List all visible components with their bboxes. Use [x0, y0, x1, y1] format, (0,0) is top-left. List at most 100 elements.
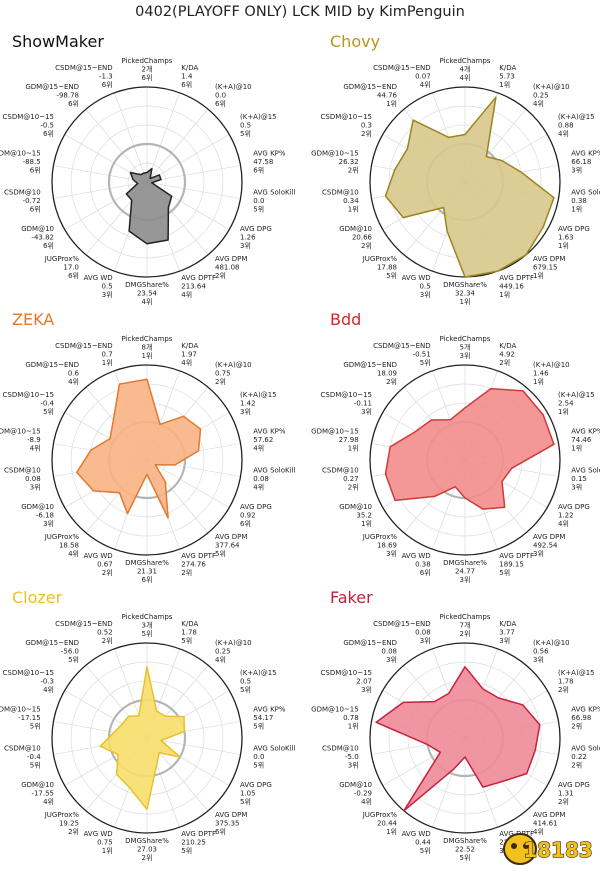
axis-name: AVG WD	[84, 830, 113, 838]
axis-name: AVG KP%	[253, 150, 286, 158]
axis-rank: 1위	[348, 205, 359, 213]
axis-rank: 4위	[30, 445, 41, 453]
axis-rank: 4위	[142, 298, 153, 306]
axis-value: 0.5	[102, 283, 113, 291]
axis-label-15: GDM@10~15 26.32 2위	[311, 150, 359, 175]
player-name: Bdd	[330, 310, 362, 329]
axis-name: AVG DPM	[215, 255, 247, 263]
axis-label-2: K/DA 3.77 3위	[499, 620, 516, 645]
axis-value: 20.66	[352, 234, 373, 242]
axis-value: 23.54	[137, 290, 158, 298]
axis-rank: 2위	[386, 378, 397, 386]
axis-label-3: (K+A)@10 1.46 1위	[533, 361, 570, 386]
axis-label-4: (K+A)@15 1.78 2위	[558, 669, 595, 694]
axis-value: 26.32	[339, 158, 359, 166]
axis-label-14: CSDM@10 0.08 3위	[4, 466, 41, 491]
axis-label-13: GDM@10 -17.55 4위	[21, 781, 54, 806]
axis-name: (K+A)@15	[240, 669, 277, 677]
axis-value: 66.98	[571, 714, 591, 722]
axis-name: AVG DPG	[240, 225, 272, 233]
axis-name: GDM@10~15	[0, 150, 41, 158]
axis-rank: 2위	[102, 637, 113, 645]
axis-rank: 1위	[533, 272, 544, 280]
axis-value: 0.75	[215, 370, 231, 378]
axis-rank: 6위	[68, 100, 79, 108]
axis-label-18: CSDM@15~END 0.07 4위	[373, 64, 431, 89]
axis-name: CSDM@10	[4, 466, 41, 474]
axis-label-2: K/DA 5.73 1위	[499, 64, 516, 89]
axis-label-18: CSDM@15~END 0.08 3위	[373, 620, 431, 645]
axis-rank: 6위	[43, 242, 54, 250]
axis-rank: 2위	[499, 359, 510, 367]
page-title: 0402(PLAYOFF ONLY) LCK MID by KimPenguin	[135, 4, 465, 20]
axis-value: -5.0	[345, 753, 359, 761]
axis-name: PickedChamps	[440, 613, 491, 621]
axis-rank: 5위	[68, 656, 79, 664]
axis-name: CSDM@10~15	[3, 391, 54, 399]
axis-value: 17.0	[63, 263, 79, 271]
axis-label-7: AVG DPG 1.22 4위	[558, 503, 590, 528]
axis-label-1: PickedChamps 5개 3위	[440, 335, 491, 360]
axis-value: 2.54	[558, 400, 574, 408]
axis-label-1: PickedChamps 8개 1위	[122, 335, 173, 360]
axis-name: K/DA	[499, 620, 516, 628]
axis-rank: 2위	[571, 723, 582, 731]
axis-name: PickedChamps	[122, 335, 173, 343]
axis-value: 0.5	[240, 678, 251, 686]
axis-label-2: K/DA 1.4 6위	[181, 64, 198, 89]
axis-name: CSDM@10~15	[321, 669, 372, 677]
axis-name: AVG KP%	[571, 706, 600, 714]
axis-value: -17.15	[18, 714, 41, 722]
axis-name: CSDM@15~END	[55, 64, 113, 72]
axis-value: 1.63	[558, 234, 574, 242]
axis-rank: 2위	[361, 130, 372, 138]
axis-name: JUGProx%	[362, 533, 398, 541]
axis-label-12: JUGProx% 20.44 1위	[362, 811, 398, 836]
axis-rank: 1위	[533, 378, 544, 386]
axis-value: 1.46	[533, 370, 549, 378]
axis-value: 18.09	[377, 370, 397, 378]
axis-name: CSDM@10	[4, 744, 41, 752]
axis-label-16: CSDM@10~15 -0.4 5위	[3, 391, 55, 416]
axis-label-11: AVG WD 0.5 3위	[84, 274, 113, 299]
axis-name: GDM@15~END	[343, 83, 397, 91]
axis-label-13: GDM@10 35.2 1위	[339, 503, 372, 528]
axis-rank: 1위	[571, 205, 582, 213]
axis-rank: 5위	[253, 761, 264, 769]
axis-name: AVG KP%	[253, 706, 286, 714]
axis-name: K/DA	[181, 342, 198, 350]
axis-rank: 4위	[558, 520, 569, 528]
axis-name: DMGShare%	[443, 559, 487, 567]
axis-name: (K+A)@10	[533, 83, 570, 91]
radar-ring	[70, 105, 224, 259]
axis-rank: 4위	[215, 656, 226, 664]
axis-value: 210.25	[181, 839, 206, 847]
radar-panel-chovy: Chovy PickedChamps 4개 4위 K/DA 5.73 1위 (K+A)@10…	[311, 32, 600, 314]
axis-label-17: GDM@15~END 0.6 4위	[25, 361, 79, 386]
axis-label-17: GDM@15~END 18.09 2위	[343, 361, 397, 386]
axis-label-1: PickedChamps 3개 5위	[122, 613, 173, 638]
axis-label-3: (K+A)@10 0.0 6위	[215, 83, 252, 108]
axis-label-8: AVG DPM 481.08 2위	[215, 255, 247, 280]
radar-chart-showmaker: PickedChamps 2개 6위K/DA 1.4 6위 (K+A)@10 0.0 6위(K…	[0, 57, 296, 306]
axis-label-11: AVG WD 0.75 1위	[84, 830, 113, 855]
axis-label-18: CSDM@15~END 0.7 1위	[55, 342, 113, 367]
radar-panel-faker: Faker PickedChamps 7개 2위 K/DA 3.77 3위 (K+A)@10…	[311, 588, 600, 870]
axis-rank: 6위	[142, 74, 153, 82]
axis-label-8: AVG DPM 377.64 5위	[215, 533, 247, 558]
axis-label-12: JUGProx% 19.25 2위	[44, 811, 80, 836]
axis-name: AVG SoloKill	[571, 466, 600, 474]
axis-rank: 4위	[533, 828, 544, 836]
axis-value: 0.25	[533, 92, 549, 100]
axis-value: 449.16	[499, 283, 524, 291]
axis-rank: 5위	[420, 847, 431, 855]
axis-value: 0.67	[97, 561, 113, 569]
axis-rank: 4위	[253, 483, 264, 491]
axis-rank: 4위	[558, 130, 569, 138]
axis-name: (K+A)@15	[558, 391, 595, 399]
axis-name: AVG WD	[402, 830, 431, 838]
axis-name: AVG DPG	[558, 781, 590, 789]
axis-value: 2개	[142, 65, 153, 74]
axis-label-17: GDM@15~END 44.76 1위	[343, 83, 397, 108]
